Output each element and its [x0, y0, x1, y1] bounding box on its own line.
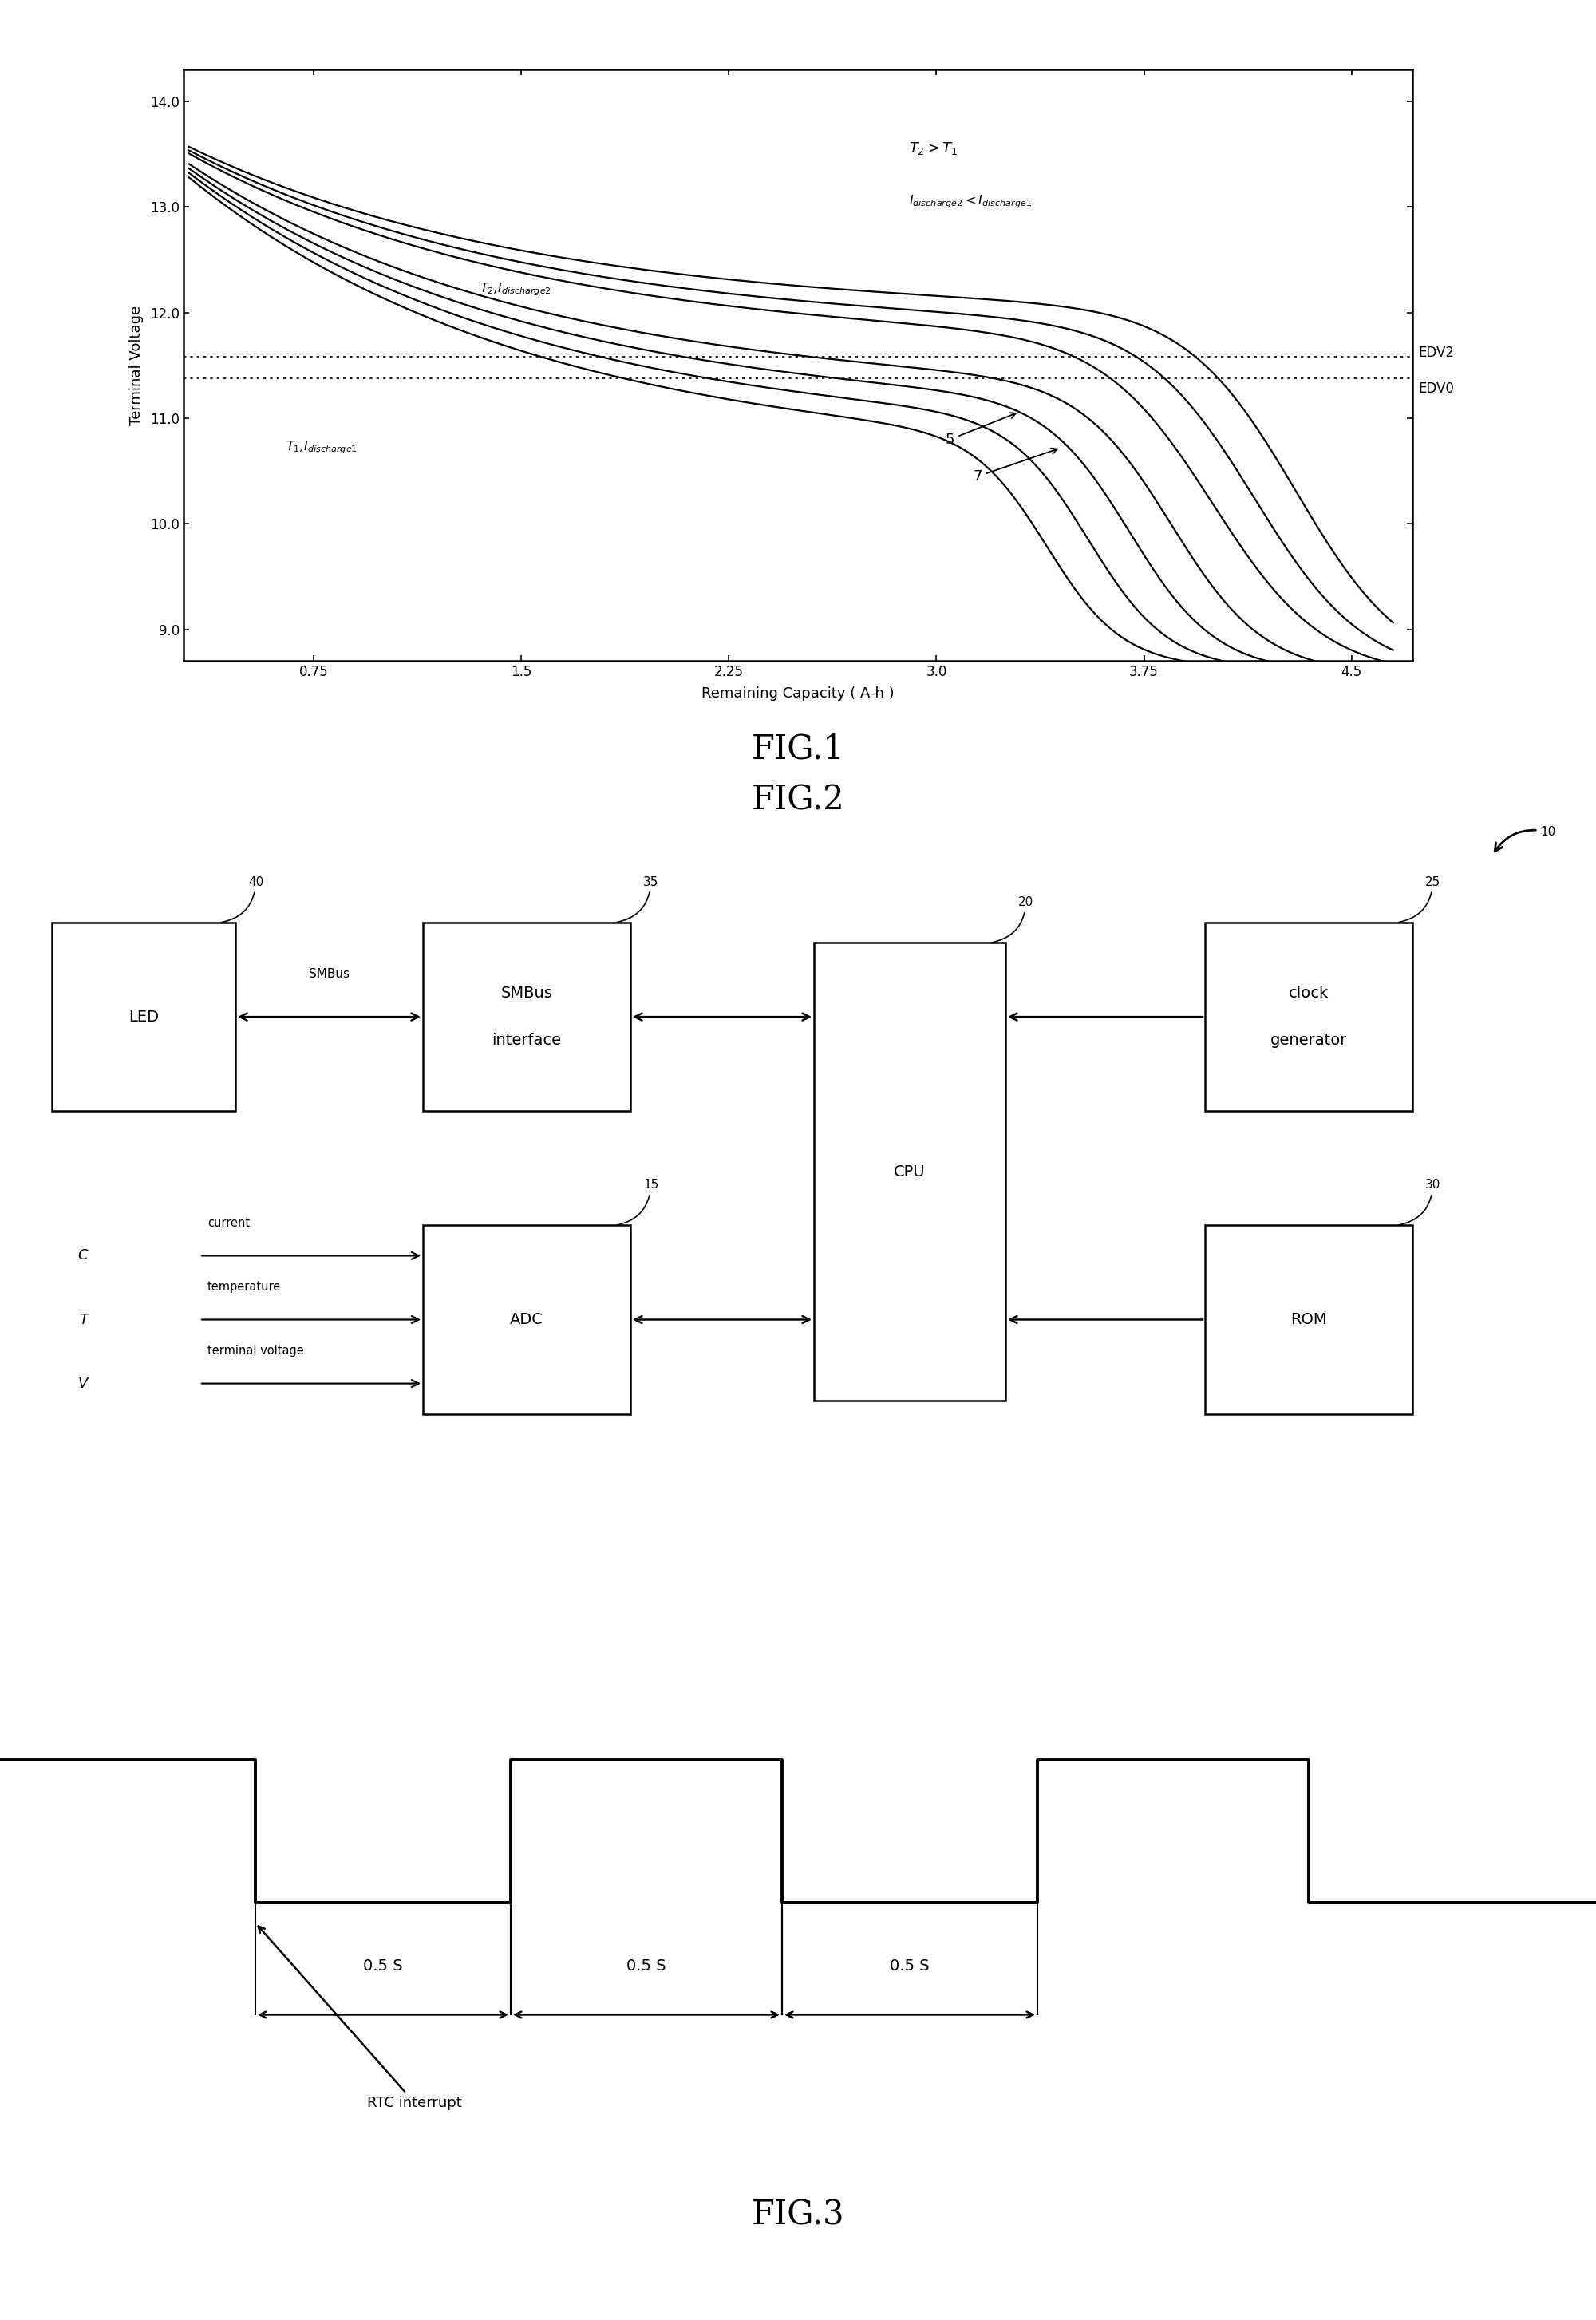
Text: EDV0: EDV0 [1417, 380, 1454, 397]
Bar [423, 923, 630, 1111]
X-axis label: Remaining Capacity ( A-h ): Remaining Capacity ( A-h ) [702, 687, 894, 701]
Text: terminal voltage: terminal voltage [207, 1346, 303, 1357]
Text: 25: 25 [1398, 877, 1441, 923]
Bar [814, 942, 1005, 1401]
Text: $T_{2}$,$I_{discharge2}$: $T_{2}$,$I_{discharge2}$ [480, 281, 552, 297]
Text: 35: 35 [616, 877, 659, 923]
Bar [1205, 923, 1412, 1111]
Text: 5: 5 [946, 413, 1017, 445]
Text: 10: 10 [1495, 826, 1556, 851]
Text: V: V [78, 1376, 88, 1390]
Y-axis label: Terminal Voltage: Terminal Voltage [129, 306, 144, 425]
Text: SMBus: SMBus [310, 967, 350, 979]
Text: 40: 40 [222, 877, 263, 923]
Bar [51, 923, 235, 1111]
Text: FIG.1: FIG.1 [752, 733, 844, 766]
Text: 30: 30 [1398, 1179, 1441, 1225]
Text: 20: 20 [991, 896, 1034, 942]
Text: LED: LED [128, 1009, 160, 1025]
Text: generator: generator [1270, 1032, 1347, 1049]
Text: current: current [207, 1216, 251, 1230]
Text: 0.5 S: 0.5 S [891, 1958, 929, 1974]
Text: interface: interface [492, 1032, 562, 1049]
Text: SMBus: SMBus [501, 986, 552, 1000]
Text: C: C [78, 1248, 88, 1262]
Text: RTC interrupt: RTC interrupt [259, 1926, 461, 2109]
Text: 7: 7 [974, 448, 1057, 483]
Text: $I_{discharge2} < I_{discharge1}$: $I_{discharge2} < I_{discharge1}$ [908, 193, 1031, 209]
Text: 15: 15 [616, 1179, 659, 1225]
Text: temperature: temperature [207, 1281, 281, 1292]
Text: T: T [80, 1313, 88, 1327]
Text: 0.5 S: 0.5 S [627, 1958, 666, 1974]
Bar [423, 1225, 630, 1413]
Text: CPU: CPU [894, 1165, 926, 1179]
Text: FIG.3: FIG.3 [752, 2199, 844, 2232]
Text: EDV2: EDV2 [1417, 346, 1454, 360]
Text: $T_2>T_1$: $T_2>T_1$ [908, 142, 958, 158]
Text: ROM: ROM [1291, 1313, 1326, 1327]
Text: ADC: ADC [511, 1313, 543, 1327]
Bar [1205, 1225, 1412, 1413]
Text: FIG.2: FIG.2 [752, 784, 844, 817]
Text: $T_{1}$,$I_{discharge1}$: $T_{1}$,$I_{discharge1}$ [286, 438, 358, 457]
Text: clock: clock [1288, 986, 1329, 1000]
Text: 0.5 S: 0.5 S [364, 1958, 402, 1974]
